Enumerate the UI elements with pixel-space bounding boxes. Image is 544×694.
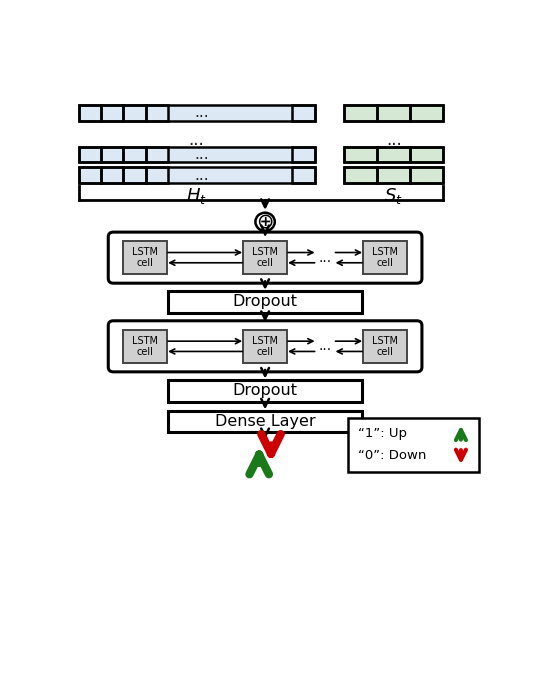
Text: Dropout: Dropout: [233, 294, 298, 310]
FancyBboxPatch shape: [168, 291, 362, 313]
Text: $H_t$: $H_t$: [186, 186, 207, 206]
Bar: [146, 167, 168, 183]
FancyBboxPatch shape: [363, 242, 407, 274]
Bar: [344, 146, 377, 162]
Text: ...: ...: [318, 339, 332, 353]
FancyBboxPatch shape: [243, 242, 287, 274]
FancyBboxPatch shape: [243, 330, 287, 362]
Circle shape: [255, 213, 275, 231]
Bar: [78, 105, 314, 121]
Text: ...: ...: [189, 131, 205, 149]
Text: Dense Layer: Dense Layer: [215, 414, 316, 429]
Text: LSTM
cell: LSTM cell: [372, 335, 398, 357]
Text: ...: ...: [318, 251, 332, 264]
Bar: [78, 105, 101, 121]
Text: LSTM
cell: LSTM cell: [252, 247, 278, 269]
Bar: [146, 105, 168, 121]
Text: LSTM
cell: LSTM cell: [132, 335, 158, 357]
Bar: [123, 167, 146, 183]
Bar: [78, 146, 314, 162]
Text: ...: ...: [194, 168, 208, 183]
Bar: [410, 167, 443, 183]
Bar: [292, 146, 314, 162]
FancyBboxPatch shape: [123, 330, 168, 362]
Text: LSTM
cell: LSTM cell: [252, 335, 278, 357]
Bar: [344, 146, 443, 162]
Text: Dropout: Dropout: [233, 383, 298, 398]
Text: $S_t$: $S_t$: [384, 186, 403, 206]
Bar: [292, 105, 314, 121]
Bar: [123, 105, 146, 121]
Bar: [101, 167, 123, 183]
FancyBboxPatch shape: [123, 242, 168, 274]
Bar: [410, 105, 443, 121]
Bar: [78, 146, 101, 162]
Bar: [377, 105, 410, 121]
Bar: [344, 167, 443, 183]
Bar: [101, 146, 123, 162]
Text: ...: ...: [386, 131, 401, 149]
Text: ⊕: ⊕: [256, 212, 274, 232]
Bar: [344, 105, 443, 121]
FancyBboxPatch shape: [168, 411, 362, 432]
Text: LSTM
cell: LSTM cell: [132, 247, 158, 269]
FancyBboxPatch shape: [363, 330, 407, 362]
Text: LSTM
cell: LSTM cell: [372, 247, 398, 269]
FancyBboxPatch shape: [348, 418, 479, 472]
Bar: [377, 146, 410, 162]
Text: ...: ...: [194, 147, 208, 162]
FancyBboxPatch shape: [108, 232, 422, 283]
Bar: [146, 146, 168, 162]
FancyBboxPatch shape: [108, 321, 422, 372]
Bar: [101, 105, 123, 121]
Text: “0”: Down: “0”: Down: [358, 449, 426, 462]
Bar: [78, 167, 314, 183]
FancyBboxPatch shape: [168, 380, 362, 402]
Bar: [377, 167, 410, 183]
Bar: [123, 146, 146, 162]
Bar: [292, 167, 314, 183]
Bar: [78, 167, 101, 183]
Bar: [344, 167, 377, 183]
Bar: [410, 146, 443, 162]
Text: “1”: Up: “1”: Up: [358, 428, 407, 441]
Text: ...: ...: [194, 105, 208, 121]
Bar: [344, 105, 377, 121]
